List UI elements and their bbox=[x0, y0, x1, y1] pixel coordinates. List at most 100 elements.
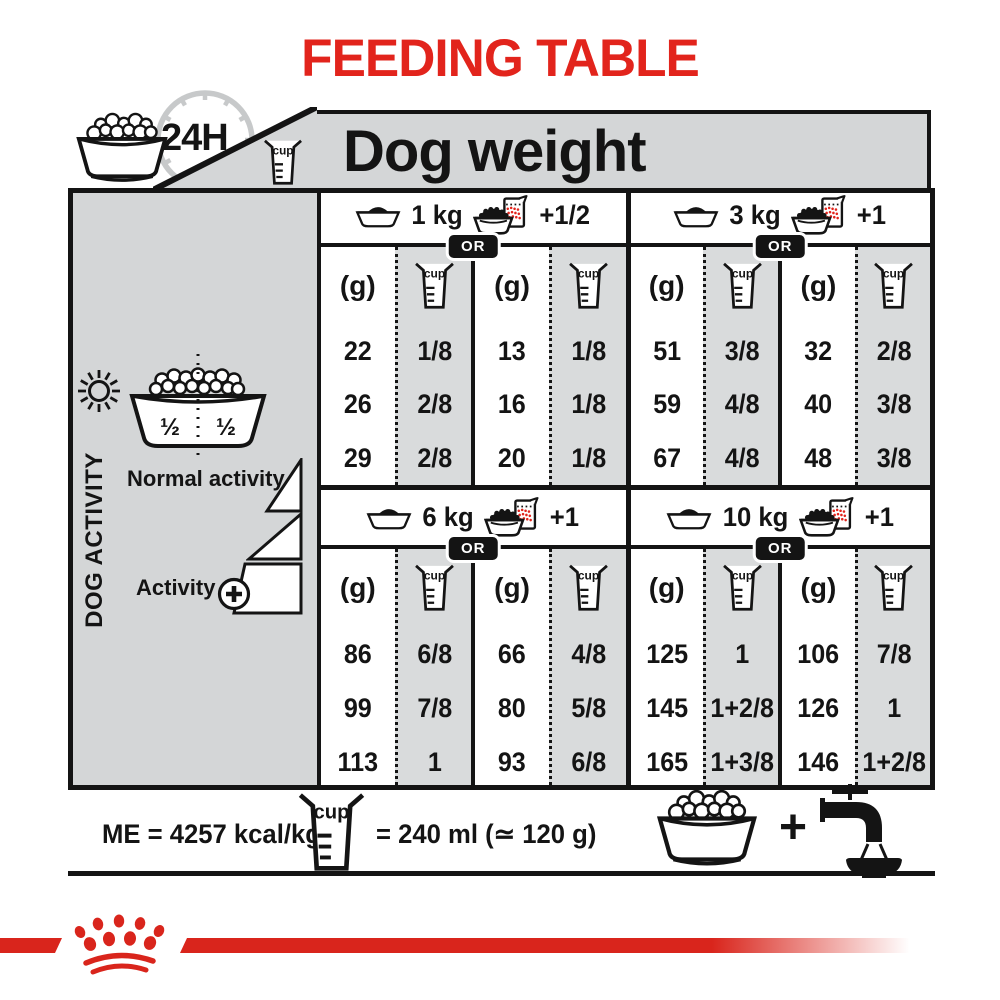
cup-value: 3/8 bbox=[876, 389, 912, 420]
bowl-pouch-icon bbox=[473, 195, 529, 236]
measuring-cup-icon bbox=[873, 564, 914, 612]
grams-header: (g) bbox=[339, 270, 376, 301]
grams-value: 32 bbox=[804, 336, 833, 367]
grams-column: (g) 51 59 67 bbox=[631, 247, 703, 485]
grams-column: (g) 86 99 113 bbox=[321, 549, 395, 790]
dog-activity-panel bbox=[68, 188, 317, 790]
cups-column: 7/8 1 1+2/8 bbox=[854, 549, 930, 790]
dry-bowl-icon bbox=[366, 505, 412, 530]
cup-value: 1 bbox=[735, 638, 750, 669]
weight-value: 3 kg bbox=[729, 200, 782, 230]
grams-value: 48 bbox=[804, 442, 833, 473]
quadrant-10kg-header: 10 kg +1 OR bbox=[630, 490, 930, 563]
dry-only-columns: (g) 22 26 29 1/8 2/8 2/8 bbox=[321, 247, 472, 485]
grams-column: (g) 106 126 146 bbox=[782, 549, 854, 790]
cup-value: 5/8 bbox=[571, 692, 607, 723]
brand-band-right bbox=[180, 938, 940, 953]
quadrant-1kg: 1 kg +1/2 OR (g) 22 26 29 bbox=[321, 188, 626, 485]
grams-header: (g) bbox=[494, 572, 530, 603]
cup-value: 4/8 bbox=[571, 638, 607, 669]
measuring-cup-icon bbox=[873, 262, 914, 310]
grams-value: 51 bbox=[652, 336, 681, 367]
grams-column: (g) 22 26 29 bbox=[321, 247, 395, 485]
dog-weight-label: Dog weight bbox=[343, 118, 647, 184]
moon-icon bbox=[268, 372, 288, 410]
cup-value: 1/8 bbox=[416, 336, 452, 367]
weight-value: 10 kg bbox=[722, 502, 789, 532]
dry-only-columns: (g) 51 59 67 3/8 4/8 4/8 bbox=[631, 247, 779, 485]
plus-sign: + bbox=[779, 801, 808, 854]
royal-canin-crown-logo bbox=[74, 914, 165, 975]
activity-label: Activity bbox=[136, 575, 216, 600]
grams-value: 66 bbox=[498, 638, 527, 669]
cups-column: 1 1+2/8 1+3/8 bbox=[702, 549, 779, 790]
weight-value: 6 kg bbox=[422, 502, 475, 532]
measuring-cup-icon bbox=[297, 792, 366, 873]
food-bowl-icon bbox=[632, 787, 782, 871]
quadrant-1kg-header: 1 kg +1/2 OR bbox=[321, 188, 626, 261]
half-portion-right: ½ bbox=[216, 414, 236, 441]
cup-equivalence-label: = 240 ml (≃ 120 g) bbox=[376, 819, 597, 849]
normal-activity-label: Normal activity bbox=[127, 466, 285, 491]
measuring-cup-icon bbox=[568, 262, 609, 310]
grams-column: (g) 32 40 48 bbox=[782, 247, 854, 485]
cup-value: 2/8 bbox=[416, 442, 452, 473]
brand-band-left bbox=[0, 938, 62, 953]
cups-column: 4/8 5/8 6/8 bbox=[548, 549, 626, 790]
table-bottom-rule bbox=[68, 785, 935, 790]
dry-plus-wet-columns: (g) 66 80 93 4/8 5/8 6/8 bbox=[471, 549, 626, 790]
measuring-cup-icon bbox=[722, 262, 763, 310]
metabolizable-energy-label: ME = 4257 kcal/kg bbox=[102, 819, 321, 849]
bowl-pouch-icon bbox=[484, 497, 540, 538]
dry-only-columns: (g) 86 99 113 6/8 7/8 1 bbox=[321, 549, 472, 790]
dog-weight-header: Dog weight bbox=[317, 110, 931, 188]
cup-header bbox=[552, 549, 626, 627]
quadrant-3kg: 3 kg +1 OR (g) 51 59 67 bbox=[625, 188, 930, 485]
quadrant-10kg: 10 kg +1 OR (g) 125 145 165 bbox=[625, 485, 930, 790]
ration-table: 1 kg +1/2 OR (g) 22 26 29 bbox=[317, 188, 935, 790]
grams-header: (g) bbox=[494, 270, 530, 301]
dry-plus-wet-columns: (g) 13 16 20 1/8 1/8 1/8 bbox=[471, 247, 626, 485]
table-top-rule bbox=[68, 188, 935, 193]
grams-column: (g) 13 16 20 bbox=[475, 247, 549, 485]
activity-plus-icon bbox=[217, 577, 251, 611]
or-badge: OR bbox=[753, 232, 808, 261]
measuring-cup-icon bbox=[568, 564, 609, 612]
grams-header: (g) bbox=[648, 572, 685, 603]
cup-value: 7/8 bbox=[416, 692, 452, 723]
bowl-pouch-icon bbox=[799, 497, 855, 538]
bowl-pouch-icon bbox=[791, 195, 847, 236]
dog-activity-label: DOG ACTIVITY bbox=[81, 452, 108, 628]
grams-value: 86 bbox=[343, 638, 372, 669]
dry-only-columns: (g) 125 145 165 1 1+2/8 1+3/8 bbox=[631, 549, 779, 790]
half-half-bowl-icon: ½ ½ bbox=[129, 354, 267, 456]
cup-value: 7/8 bbox=[876, 638, 912, 669]
footer-bottom-rule bbox=[68, 871, 935, 876]
sun-icon bbox=[78, 370, 120, 412]
dry-bowl-icon bbox=[673, 203, 719, 228]
cup-value: 6/8 bbox=[571, 747, 607, 778]
cup-value: 4/8 bbox=[724, 389, 760, 420]
cup-value: 1/8 bbox=[571, 442, 607, 473]
activity-ramp-medium bbox=[246, 512, 303, 561]
cup-header bbox=[552, 247, 626, 325]
quadrant-3kg-body: (g) 51 59 67 3/8 4/8 4/8 bbox=[631, 247, 930, 485]
grams-value: 145 bbox=[645, 692, 688, 723]
cup-value: 1+2/8 bbox=[710, 692, 774, 723]
water-tap-icon bbox=[820, 784, 902, 878]
cup-value: 1+3/8 bbox=[710, 747, 774, 778]
grams-value: 16 bbox=[498, 389, 527, 420]
or-badge: OR bbox=[446, 534, 501, 563]
grams-header: (g) bbox=[339, 572, 376, 603]
cup-value: 1/8 bbox=[571, 389, 607, 420]
extra-pouch-value: +1/2 bbox=[539, 200, 591, 230]
extra-pouch-value: +1 bbox=[550, 502, 580, 532]
cups-column: 1/8 2/8 2/8 bbox=[394, 247, 472, 485]
cup-value: 1+2/8 bbox=[862, 747, 926, 778]
quadrant-6kg-body: (g) 86 99 113 6/8 7/8 1 bbox=[321, 549, 626, 790]
cup-value: 1 bbox=[886, 692, 901, 723]
measuring-cup-icon bbox=[722, 564, 763, 612]
cup-value: 2/8 bbox=[416, 389, 452, 420]
dry-bowl-icon bbox=[355, 203, 401, 228]
grams-value: 146 bbox=[797, 747, 840, 778]
